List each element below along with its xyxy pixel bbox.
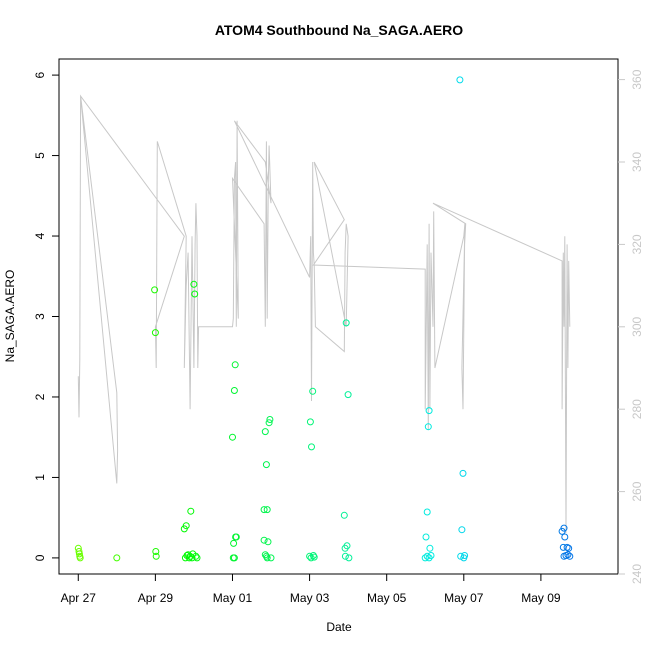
- y-axis-label: Na_SAGA.AERO: [3, 270, 17, 363]
- data-point: [425, 554, 433, 562]
- data-point: [265, 419, 273, 427]
- data-point: [342, 319, 350, 327]
- data-point: [229, 433, 236, 441]
- data-point: [262, 461, 270, 469]
- y-tick-label: 0: [33, 554, 47, 561]
- x-tick-label: May 05: [367, 591, 407, 605]
- x-tick-label: Apr 27: [61, 591, 97, 605]
- y2-tick-label: 340: [630, 152, 644, 172]
- y-tick-label: 2: [33, 393, 47, 400]
- data-point: [458, 526, 466, 534]
- data-point: [230, 539, 238, 547]
- data-point: [423, 508, 431, 516]
- data-point: [189, 550, 197, 558]
- x-tick-label: May 09: [521, 591, 561, 605]
- data-point: [461, 552, 469, 559]
- data-point: [113, 554, 121, 562]
- plot-area: Apr 27 Apr 29 May 01 May 03 May 05 May 07 May …: [33, 58, 644, 605]
- data-point: [76, 554, 84, 562]
- plot-frame: [58, 58, 619, 575]
- y-tick-label: 1: [33, 474, 47, 481]
- data-point: [425, 407, 433, 415]
- data-point: [190, 280, 198, 288]
- data-point: [310, 553, 318, 561]
- y2-tick-label: 280: [630, 399, 644, 419]
- data-point: [308, 443, 315, 451]
- data-point: [564, 551, 572, 559]
- data-point: [260, 536, 268, 544]
- data-point: [262, 552, 270, 560]
- y-tick-label: 3: [33, 313, 47, 320]
- data-point: [152, 552, 160, 560]
- y2-tick-label: 260: [630, 481, 644, 501]
- x-tick-label: May 01: [213, 591, 253, 605]
- x-tick-label: Apr 29: [138, 591, 174, 605]
- secondary-line-series: [77, 94, 571, 533]
- data-point: [230, 554, 238, 562]
- data-point: [341, 552, 349, 560]
- data-point: [75, 548, 83, 555]
- y2-tick-label: 360: [630, 69, 644, 89]
- data-point: [344, 391, 352, 399]
- data-point: [232, 533, 240, 541]
- data-point: [423, 552, 431, 560]
- data-point: [263, 506, 271, 514]
- y-tick-label: 4: [33, 232, 47, 239]
- data-point: [421, 554, 429, 562]
- data-point: [345, 554, 353, 562]
- data-point: [566, 552, 574, 560]
- data-point: [309, 387, 317, 395]
- x-tick-label: May 03: [290, 591, 330, 605]
- data-point: [307, 554, 315, 562]
- data-point: [231, 361, 239, 369]
- data-point: [191, 290, 199, 298]
- data-point: [267, 554, 275, 562]
- data-point: [151, 329, 159, 337]
- y-tick-label: 6: [33, 71, 47, 78]
- data-point: [424, 423, 432, 431]
- data-point: [264, 538, 272, 546]
- x-tick-label: May 07: [444, 591, 484, 605]
- data-point: [193, 554, 201, 562]
- y2-tick-label: 300: [630, 316, 644, 336]
- y2-tick-label: 320: [630, 234, 644, 254]
- data-point: [343, 542, 351, 550]
- chart-title: ATOM4 Southbound Na_SAGA.AERO: [215, 22, 463, 38]
- y-tick-label: 5: [33, 152, 47, 159]
- x-axis-label: Date: [326, 620, 352, 634]
- data-point: [459, 469, 467, 477]
- data-point: [456, 76, 464, 84]
- data-point: [426, 544, 434, 552]
- data-point: [306, 552, 314, 560]
- data-point: [306, 418, 314, 426]
- data-point: [422, 533, 430, 541]
- data-point: [266, 416, 274, 423]
- y2-tick-label: 240: [630, 564, 644, 584]
- data-point: [182, 522, 190, 530]
- data-point: [75, 550, 83, 558]
- data-point: [340, 511, 348, 519]
- data-point: [261, 428, 269, 436]
- data-point: [151, 286, 159, 294]
- data-point: [260, 506, 268, 514]
- data-point: [152, 548, 160, 555]
- data-point: [187, 507, 195, 515]
- data-point: [560, 524, 568, 532]
- data-point: [230, 387, 238, 394]
- data-point: [561, 533, 569, 541]
